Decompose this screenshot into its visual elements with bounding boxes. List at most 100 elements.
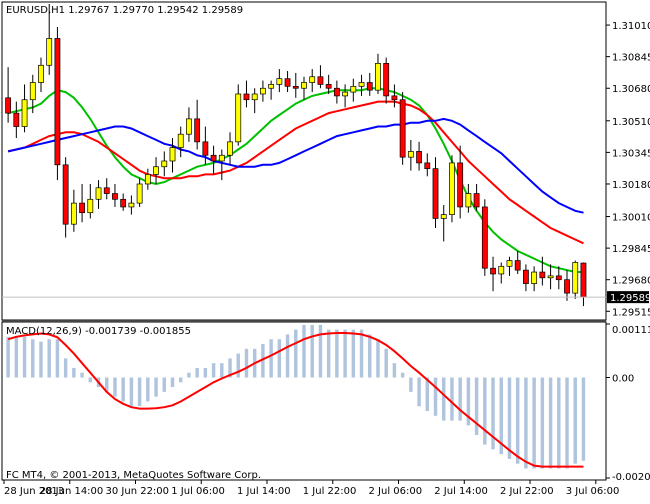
macd-histogram-bar <box>335 329 339 378</box>
time-tick-label: 1 Jul 06:00 <box>171 486 225 497</box>
candle-body <box>186 118 192 135</box>
candle-body <box>292 85 299 89</box>
candle-body <box>523 269 529 284</box>
macd-histogram-bar <box>162 377 166 392</box>
macd-histogram-bar <box>146 377 150 402</box>
time-tick-label: 1 Jul 22:00 <box>303 486 357 497</box>
candle-body <box>325 84 332 89</box>
ma-line-red <box>7 100 584 245</box>
candle-body <box>342 91 348 97</box>
macd-histogram-bar <box>368 334 372 378</box>
macd-histogram-bar <box>557 377 561 469</box>
macd-histogram-bar <box>31 339 35 378</box>
candle-body <box>128 202 135 208</box>
macd-histogram-bar <box>573 377 577 464</box>
current-price-label: 1.29589 <box>610 293 650 304</box>
macd-histogram-bar <box>565 377 569 469</box>
candle-body <box>161 160 168 168</box>
macd-histogram-bar <box>310 324 314 378</box>
macd-histogram-bar <box>524 377 528 469</box>
candle-body <box>202 141 209 156</box>
macd-histogram-bar <box>220 363 224 378</box>
candle-body <box>432 168 439 219</box>
candle-body <box>38 64 44 83</box>
candle-body <box>547 275 554 279</box>
candle-body <box>153 166 159 175</box>
main-chart-header: EURUSD,H1 1.29767 1.29770 1.29542 1.2958… <box>6 5 243 16</box>
candle-body <box>531 271 538 284</box>
price-tick-label: 1.30180 <box>612 180 650 191</box>
candle-body <box>235 93 242 143</box>
macd-histogram-bar <box>433 377 438 416</box>
time-tick-label: 3 Jul 06:00 <box>566 486 620 497</box>
macd-histogram-bar <box>244 348 249 378</box>
candle-body <box>473 193 480 208</box>
main-price-axis: 1.31010 1.30845 1.30680 1.30510 1.30345 1.301… <box>606 21 650 318</box>
candle-body <box>555 275 562 281</box>
candle-body <box>539 271 546 279</box>
macd-histogram-bar <box>113 377 117 397</box>
candle-body <box>251 93 258 101</box>
macd-histogram-bar <box>80 372 84 378</box>
price-tick-label: 1.30680 <box>612 84 650 95</box>
candle-body <box>177 133 184 148</box>
candle-body <box>284 78 291 87</box>
candle-body <box>268 84 275 89</box>
price-tick-label: 1.29680 <box>612 276 650 287</box>
macd-histogram-bar <box>458 377 462 421</box>
macd-histogram-bar <box>392 363 397 378</box>
macd-histogram-bar <box>285 334 290 378</box>
macd-histogram-bar <box>318 324 323 378</box>
macd-histogram-bar <box>47 339 51 378</box>
macd-histogram-bar <box>261 344 265 378</box>
macd-axis: 0.001118 0.00 -0.002099 <box>606 323 650 483</box>
macd-histogram-bar <box>466 377 471 426</box>
candle-body <box>572 262 579 294</box>
macd-histogram-bar <box>14 336 19 378</box>
price-tick-label: 1.31010 <box>612 21 650 32</box>
macd-histogram-bar <box>442 377 446 421</box>
macd-histogram-bar <box>548 377 553 469</box>
macd-histogram-bar <box>376 339 380 378</box>
price-tick-label: 1.29515 <box>612 307 650 318</box>
candle-body <box>498 265 505 275</box>
macd-histogram-bar <box>6 336 10 378</box>
macd-histogram-bar <box>384 348 388 378</box>
time-tick-label: 2 Jul 14:00 <box>434 486 488 497</box>
candle-body <box>46 38 53 66</box>
candle-body <box>276 78 283 85</box>
macd-histogram-bar <box>343 329 347 378</box>
price-tick-label: 1.30510 <box>612 117 650 128</box>
macd-histogram-bar <box>277 339 282 378</box>
macd-histogram-bar <box>187 372 191 378</box>
candle-body <box>210 154 217 162</box>
macd-histogram-bar <box>302 324 306 378</box>
macd-histogram-bar <box>203 367 208 378</box>
candle-body <box>375 63 381 91</box>
candle-body <box>70 202 77 225</box>
candle-body <box>506 260 513 267</box>
candle-body <box>440 214 447 219</box>
time-tick-label: 1 Jul 14:00 <box>237 486 291 497</box>
macd-histogram-bar <box>499 377 503 455</box>
candle-body <box>301 82 307 89</box>
macd-histogram-bar <box>351 329 356 378</box>
macd-histogram-bar <box>195 367 199 378</box>
candle-body <box>481 206 488 269</box>
candle-body <box>29 82 36 101</box>
macd-histogram-bar <box>72 367 76 378</box>
macd-histogram-bar <box>515 377 520 464</box>
macd-histogram-bar <box>88 377 93 383</box>
price-tick-label: 1.30845 <box>612 53 650 64</box>
candle-body <box>95 187 102 200</box>
price-tick-label: 1.29845 <box>612 244 650 255</box>
macd-histogram-bar <box>540 377 545 469</box>
macd-histogram-bar <box>581 377 586 461</box>
candle-body <box>87 198 94 214</box>
current-price-marker <box>607 291 649 304</box>
candle-body <box>457 162 464 208</box>
candle-body <box>243 93 250 101</box>
macd-histogram-bar <box>228 358 232 378</box>
candle-body <box>136 183 143 204</box>
